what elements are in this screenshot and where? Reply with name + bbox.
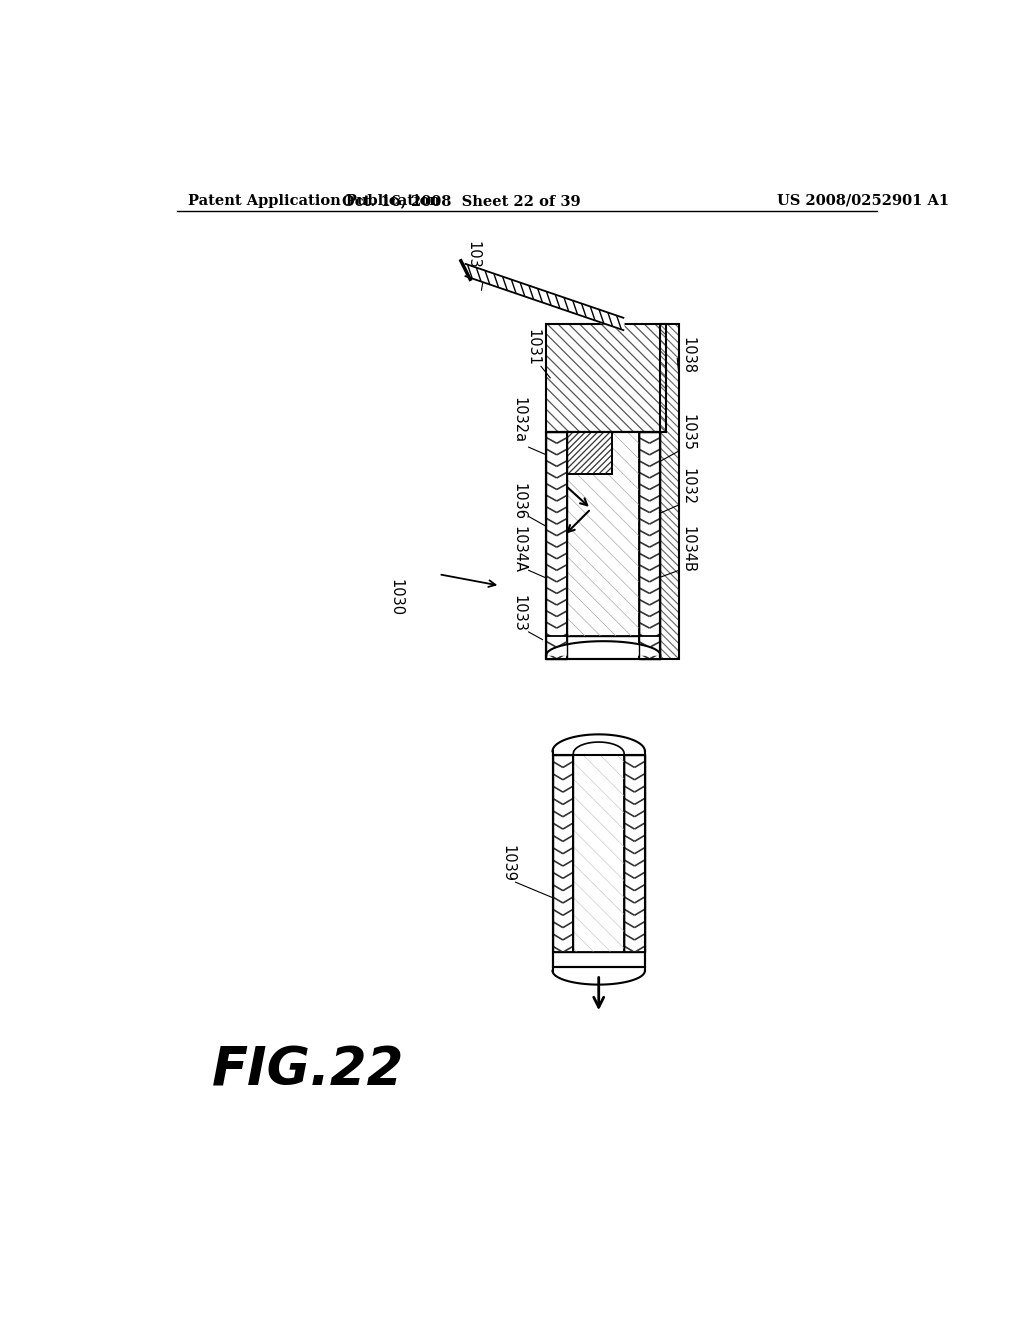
Bar	[639, 432, 660, 659]
Bar	[573, 755, 625, 952]
Bar	[639, 432, 660, 659]
Bar	[660, 323, 679, 659]
Bar	[567, 432, 611, 474]
Text: 1038: 1038	[681, 337, 695, 374]
Bar	[625, 755, 645, 952]
Bar	[547, 636, 567, 659]
Text: FIG.22: FIG.22	[211, 1045, 403, 1097]
Text: 1031: 1031	[525, 329, 540, 367]
Bar	[567, 432, 611, 474]
Text: 1034A: 1034A	[512, 525, 527, 573]
Bar	[553, 755, 645, 966]
Text: 1039: 1039	[501, 845, 515, 882]
Text: Oct. 16, 2008  Sheet 22 of 39: Oct. 16, 2008 Sheet 22 of 39	[342, 194, 581, 207]
Bar	[639, 636, 660, 659]
Bar	[660, 323, 679, 659]
Bar	[547, 323, 666, 432]
Bar	[547, 432, 660, 659]
Text: 1034B: 1034B	[681, 525, 695, 573]
Text: 1032: 1032	[681, 467, 695, 506]
Bar	[547, 432, 567, 659]
Text: 1030: 1030	[388, 578, 403, 616]
Bar	[625, 755, 645, 952]
Bar	[567, 432, 639, 636]
Text: Patent Application Publication: Patent Application Publication	[188, 194, 440, 207]
Bar	[547, 432, 567, 659]
Text: 1033: 1033	[512, 595, 527, 632]
Polygon shape	[573, 742, 625, 754]
Bar	[553, 755, 573, 952]
Polygon shape	[553, 734, 645, 751]
Polygon shape	[547, 642, 660, 655]
Polygon shape	[553, 970, 645, 985]
Bar	[553, 755, 645, 966]
Bar	[553, 755, 573, 952]
Text: US 2008/0252901 A1: US 2008/0252901 A1	[777, 194, 949, 207]
Bar	[567, 432, 639, 636]
Bar	[573, 755, 625, 952]
Text: 1035: 1035	[681, 414, 695, 451]
Text: 1032a: 1032a	[512, 397, 527, 444]
Bar	[547, 432, 660, 659]
Text: 1036: 1036	[512, 483, 527, 520]
Bar	[547, 323, 666, 432]
Text: 1037: 1037	[466, 240, 480, 277]
